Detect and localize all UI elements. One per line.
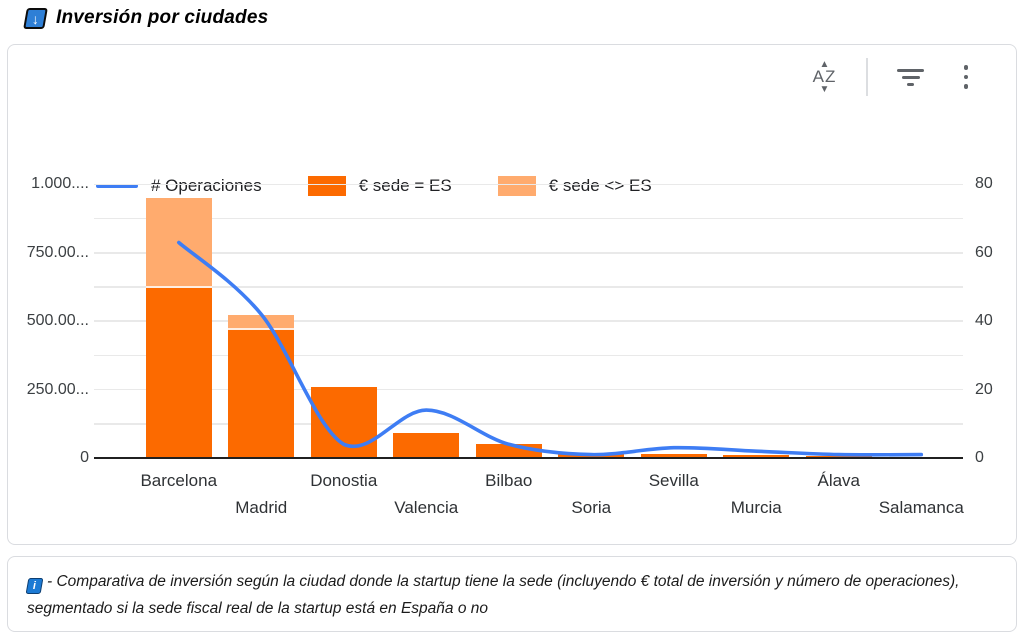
x-axis-label: Salamanca [878, 498, 964, 517]
y-axis-left-tick-label: 1.000.... [31, 175, 89, 193]
x-axis-label: Álava [817, 471, 861, 490]
x-axis-label: Soria [571, 498, 612, 517]
chart-toolbar: ▲ AZ ▼ [806, 54, 975, 100]
x-axis-label: Sevilla [648, 471, 699, 490]
grid-line [94, 354, 963, 357]
grid-line [94, 388, 963, 391]
sort-az-icon[interactable]: ▲ AZ ▼ [806, 59, 844, 95]
x-axis-label: Valencia [394, 498, 459, 517]
info-icon: i [25, 577, 44, 594]
grid-line [94, 320, 963, 322]
legend-item[interactable]: € sede = ES [307, 176, 452, 196]
x-axis-label: Bilbao [485, 471, 533, 490]
bar-segment-sede-no-es[interactable] [228, 314, 295, 330]
y-axis-right-tick-label: 20 [975, 380, 993, 398]
x-axis-label: Donostia [310, 471, 378, 490]
y-axis-left-tick-label: 750.00... [26, 243, 89, 261]
more-vertical-icon[interactable] [958, 61, 975, 93]
legend: # Operaciones € sede = ES € sede <> ES [96, 176, 652, 196]
legend-item[interactable]: € sede <> ES [497, 176, 652, 196]
x-axis-label: Murcia [730, 498, 782, 517]
description-text: - Comparativa de inversión según la ciud… [27, 573, 960, 618]
legend-color-swatch [307, 176, 346, 196]
filter-icon[interactable] [894, 63, 928, 92]
y-axis-left-tick-label: 250.00... [26, 380, 89, 398]
caret-up-icon: ▲ [819, 59, 830, 70]
down-arrow-icon: ↓ [23, 7, 48, 29]
grid-line [94, 423, 963, 425]
x-axis-label: Barcelona [140, 471, 218, 490]
x-axis-labels: Barcelona Madrid Donostia Valencia Bilbao Sor… [94, 458, 963, 528]
chart-card: ▲ AZ ▼ # Operaciones € sede = ES € sede <>… [7, 44, 1017, 545]
operations-line-layer [177, 240, 924, 457]
legend-item[interactable]: # Operaciones [96, 176, 262, 196]
y-axis-right-tick-label: 0 [975, 449, 984, 466]
x-axis-line [94, 456, 963, 459]
y-axis-right-tick-label: 60 [975, 243, 993, 261]
bar-segment-sede-es[interactable] [640, 453, 707, 458]
grid-line [94, 183, 963, 186]
bar-segment-sede-es[interactable] [393, 433, 460, 458]
y-axis-right-tick-label: 40 [975, 312, 993, 330]
sort-az-label: AZ [812, 67, 837, 86]
y-axis-left: 0 250.00... 500.00... 750.00... 1.000.... [8, 171, 89, 466]
page-title: Inversión por ciudades [56, 7, 269, 28]
x-axis-label: Madrid [235, 498, 288, 517]
y-axis-left-tick-label: 0 [80, 449, 89, 466]
toolbar-divider [865, 58, 868, 96]
caret-down-icon: ▼ [819, 84, 830, 95]
y-axis-right-tick-label: 80 [975, 175, 993, 193]
grid-line [94, 217, 963, 220]
grid-line [94, 286, 963, 288]
legend-label: € sede = ES [358, 176, 452, 195]
description-note: i- Comparativa de inversión según la ciu… [25, 568, 997, 622]
legend-label: # Operaciones [151, 176, 262, 195]
legend-line-swatch [96, 183, 138, 189]
legend-label: € sede <> ES [548, 176, 652, 195]
chart-title-row: ↓ Inversión por ciudades [23, 7, 269, 29]
y-axis-right: 0 20 40 60 80 [975, 171, 1015, 466]
description-card: i- Comparativa de inversión según la ciu… [7, 556, 1017, 632]
grid-line [94, 252, 963, 254]
plot-area [94, 171, 963, 459]
y-axis-left-tick-label: 500.00... [26, 312, 89, 330]
bar-segment-sede-es[interactable] [145, 288, 212, 458]
legend-color-swatch [497, 176, 536, 196]
operations-line [177, 240, 924, 457]
